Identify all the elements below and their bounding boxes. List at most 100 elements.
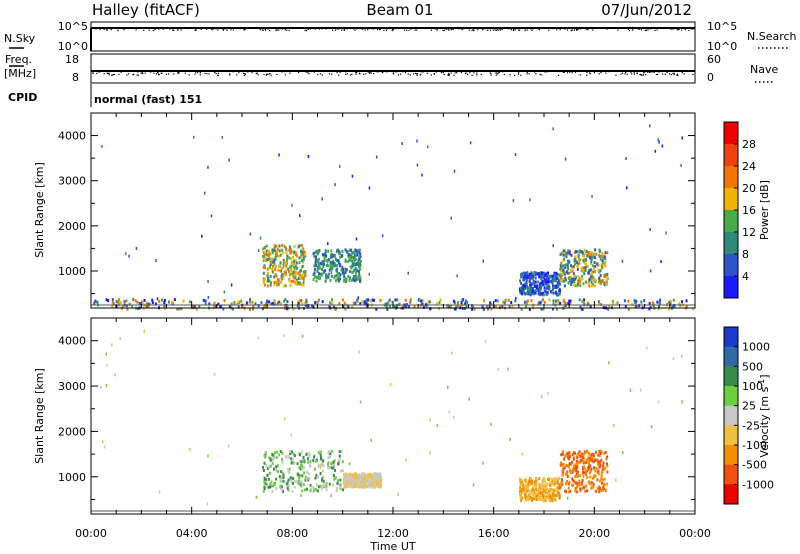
echo-point <box>273 300 276 304</box>
echo-point <box>544 274 546 278</box>
echo-point <box>316 265 319 269</box>
echo-point <box>581 308 584 311</box>
echo-point <box>351 270 354 274</box>
nave-point <box>460 72 463 74</box>
echo-point <box>589 304 592 308</box>
echo-point <box>569 489 572 493</box>
echo-point <box>634 300 637 304</box>
echo-point <box>279 261 282 265</box>
scatter-point <box>207 165 209 169</box>
nsky-point <box>514 29 516 31</box>
echo-point <box>547 277 550 281</box>
nsky-point <box>362 28 364 30</box>
echo-point <box>328 268 331 272</box>
echo-point <box>535 479 537 483</box>
echo-point <box>611 299 614 303</box>
nave-point <box>509 74 511 76</box>
nsky-point <box>386 28 388 30</box>
echo-point <box>598 270 601 274</box>
echo-point <box>593 277 596 281</box>
x-tick-label: 00:00 <box>679 527 711 540</box>
echo-point <box>285 307 288 311</box>
scatter-point <box>681 136 683 140</box>
scatter-point <box>376 155 378 159</box>
echo-point <box>289 450 292 453</box>
echo-point <box>553 285 556 289</box>
echo-point <box>546 271 549 275</box>
echo-point <box>604 450 607 454</box>
echo-point <box>314 275 317 279</box>
echo-point <box>331 261 334 265</box>
nave-point <box>633 72 635 74</box>
echo-point <box>454 307 457 311</box>
echo-point <box>273 280 276 284</box>
echo-point <box>345 482 348 486</box>
scatter-point <box>490 422 492 426</box>
nsky-point <box>152 29 154 32</box>
echo-point <box>585 458 588 462</box>
echo-point <box>265 301 268 305</box>
echo-point <box>592 466 595 470</box>
echo-point <box>577 470 580 474</box>
echo-point <box>394 298 397 302</box>
scatter-point <box>657 138 659 142</box>
nsky-point <box>513 27 515 29</box>
echo-point <box>321 459 324 463</box>
nsky-point <box>364 29 366 31</box>
echo-point <box>304 253 306 257</box>
echo-point <box>429 307 432 311</box>
echo-point <box>341 249 344 253</box>
echo-point <box>409 300 412 304</box>
echo-point <box>141 300 144 304</box>
scatter-point <box>536 485 538 489</box>
nsky-point <box>526 29 528 31</box>
nave-point <box>345 73 347 75</box>
echo-point <box>558 282 561 286</box>
colorbar-segment <box>724 254 738 277</box>
nsky-point <box>493 27 495 29</box>
echo-point <box>599 257 602 261</box>
echo-point <box>323 256 326 260</box>
echo-point <box>573 464 575 468</box>
nave-point <box>209 70 211 72</box>
nsky-point <box>225 28 227 30</box>
echo-point <box>357 259 360 263</box>
echo-point <box>471 307 473 311</box>
echo-point <box>671 304 674 308</box>
echo-point <box>603 262 606 266</box>
nsky-point <box>318 28 320 30</box>
nave-point <box>645 74 647 76</box>
scatter-point <box>370 438 372 442</box>
scatter-point <box>357 296 359 300</box>
echo-point <box>598 465 601 469</box>
echo-point <box>560 269 563 273</box>
echo-point <box>354 301 357 305</box>
echo-point <box>364 485 367 489</box>
echo-point <box>301 273 304 277</box>
nave-point <box>407 73 409 75</box>
nsky-point <box>163 27 165 29</box>
echo-point <box>379 481 382 485</box>
echo-point <box>281 457 284 461</box>
echo-point <box>363 302 366 305</box>
echo-point <box>576 464 579 468</box>
echo-point <box>527 497 530 501</box>
echo-point <box>131 305 134 309</box>
echo-point <box>548 298 551 302</box>
nave-point <box>539 73 541 76</box>
nave-point <box>660 70 662 72</box>
echo-point <box>551 281 554 285</box>
colorbar-segment <box>724 346 738 367</box>
nave-point <box>586 74 588 76</box>
echo-point <box>354 267 357 270</box>
echo-point <box>344 473 347 477</box>
echo-point <box>537 280 540 284</box>
nsky-point <box>184 27 186 29</box>
nave-point <box>417 70 419 72</box>
nsky-point <box>338 28 340 30</box>
echo-point <box>344 307 347 311</box>
echo-point <box>341 253 344 257</box>
scatter-point <box>273 258 276 262</box>
echo-point <box>276 250 279 254</box>
echo-point <box>425 305 428 309</box>
